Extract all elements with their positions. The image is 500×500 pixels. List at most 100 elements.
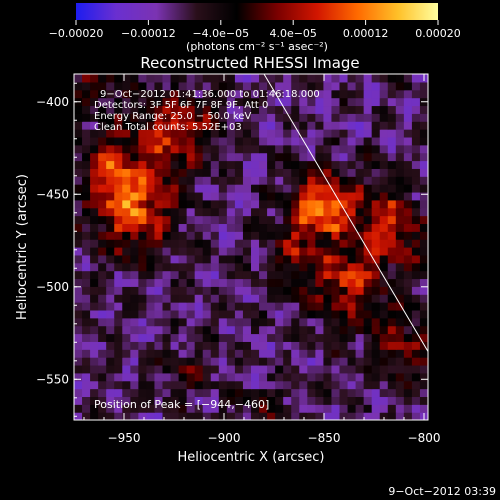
heatmap-cell: [234, 239, 244, 248]
heatmap-cell: [162, 168, 172, 177]
heatmap-cell: [114, 349, 123, 358]
heatmap-cell: [98, 412, 107, 420]
heatmap-cell: [379, 349, 389, 358]
heatmap-cell: [242, 199, 252, 209]
heatmap-cell: [363, 144, 373, 154]
heatmap-cell: [307, 247, 316, 256]
heatmap-cell: [339, 404, 349, 413]
heatmap-cell: [226, 364, 236, 374]
heatmap-cell: [194, 309, 204, 319]
heatmap-cell: [403, 388, 413, 398]
heatmap-cell: [291, 388, 300, 398]
heatmap-cell: [74, 121, 83, 130]
heatmap-cell: [242, 105, 252, 114]
heatmap-cell: [323, 404, 333, 413]
heatmap-cell: [98, 168, 107, 177]
heatmap-cell: [275, 270, 284, 280]
heatmap-cell: [363, 372, 373, 382]
heatmap-cell: [323, 247, 333, 256]
heatmap-cell: [74, 215, 83, 225]
heatmap-cell: [419, 207, 428, 217]
heatmap-cell: [331, 333, 341, 342]
heatmap-cell: [82, 105, 91, 114]
heatmap-cell: [90, 349, 99, 358]
x-axis: −950 −900 −850 −800: [83, 74, 440, 445]
heatmap-cell: [138, 215, 148, 225]
heatmap-cell: [291, 380, 300, 390]
heatmap-cell: [242, 160, 252, 169]
heatmap-cell: [170, 262, 180, 272]
heatmap-cell: [74, 105, 83, 114]
heatmap-cell: [315, 364, 325, 374]
heatmap-cell: [154, 412, 164, 420]
heatmap-cell: [242, 396, 252, 405]
heatmap-cell: [419, 349, 428, 358]
heatmap-cell: [307, 302, 316, 311]
heatmap-cell: [218, 404, 228, 413]
heatmap-cell: [315, 231, 325, 240]
heatmap-cell: [98, 380, 107, 390]
heatmap-cell: [291, 278, 300, 287]
heatmap-cell: [226, 81, 236, 91]
heatmap-cell: [178, 317, 188, 327]
heatmap-cell: [355, 168, 365, 177]
heatmap-cell: [114, 231, 123, 240]
heatmap-cell: [283, 207, 292, 217]
heatmap-cell: [259, 278, 268, 287]
heatmap-cell: [138, 247, 148, 256]
heatmap-cell: [122, 215, 131, 225]
heatmap-cell: [90, 136, 99, 146]
heatmap-cell: [355, 262, 365, 272]
heatmap-cell: [307, 223, 316, 232]
heatmap-cell: [226, 341, 236, 350]
colorbar-tick-label: 0.00020: [415, 27, 461, 40]
heatmap-cell: [178, 262, 188, 272]
heatmap-cell: [146, 144, 156, 154]
heatmap-cell: [138, 113, 148, 122]
heatmap-cell: [146, 215, 156, 225]
heatmap-cell: [82, 396, 91, 405]
heatmap-cell: [387, 129, 397, 138]
heatmap-cell: [419, 309, 428, 319]
heatmap-cell: [162, 239, 172, 248]
heatmap-cell: [291, 333, 300, 342]
heatmap-cell: [162, 317, 172, 327]
heatmap-cell: [355, 176, 365, 185]
heatmap-cell: [379, 207, 389, 217]
heatmap-cell: [291, 152, 300, 162]
heatmap-cell: [419, 333, 428, 342]
heatmap-cell: [283, 223, 292, 232]
heatmap-cell: [331, 97, 341, 107]
heatmap-cell: [154, 286, 164, 295]
heatmap-cell: [267, 176, 276, 185]
heatmap-cell: [138, 317, 148, 327]
heatmap-cell: [267, 74, 276, 83]
heatmap-cell: [307, 349, 316, 358]
heatmap-cell: [138, 364, 148, 374]
heatmap-cell: [387, 333, 397, 342]
heatmap-cell: [331, 317, 341, 327]
x-tick-label: −950: [108, 431, 141, 445]
heatmap-cell: [355, 380, 365, 390]
heatmap-cell: [291, 168, 300, 177]
heatmap-cell: [363, 176, 373, 185]
heatmap-cell: [299, 144, 308, 154]
heatmap-cell: [170, 254, 180, 264]
heatmap-cell: [323, 184, 333, 193]
heatmap-cell: [315, 357, 325, 366]
heatmap-cell: [146, 97, 156, 107]
heatmap-cell: [146, 89, 156, 99]
heatmap-cell: [419, 380, 428, 390]
heatmap-cell: [387, 247, 397, 256]
heatmap-cell: [82, 121, 91, 130]
heatmap-cell: [387, 81, 397, 91]
heatmap-cell: [387, 404, 397, 413]
heatmap-cell: [114, 294, 123, 303]
heatmap-cell: [194, 215, 204, 225]
y-tick-label: −500: [36, 280, 69, 294]
heatmap-cell: [202, 136, 212, 146]
heatmap-cell: [218, 184, 228, 193]
heatmap-cell: [403, 176, 413, 185]
heatmap-cell: [395, 184, 405, 193]
heatmap-cell: [403, 191, 413, 201]
